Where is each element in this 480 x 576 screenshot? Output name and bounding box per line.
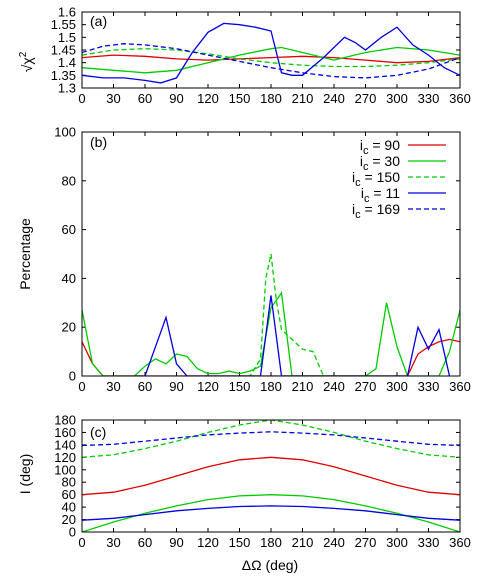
panel-a-xtick-label: 330: [418, 91, 440, 106]
panel-b-ytick-label: 100: [54, 125, 76, 140]
panel-a-xtick-label: 60: [138, 91, 152, 106]
panel-c-xtick-label: 270: [355, 535, 377, 550]
panel-b-series-line-2: [239, 253, 325, 376]
panel-a-series-line-4: [82, 43, 460, 79]
panel-b-xtick-label: 300: [386, 379, 408, 394]
legend-label-0: ic = 90: [360, 137, 400, 157]
panel-a-ytick-label: 1.3: [58, 81, 76, 96]
panel-b-ytick-label: 60: [62, 222, 76, 237]
panel-a-series-line-0: [82, 54, 460, 64]
panel-c-series-line-0: [82, 456, 460, 496]
panel-c-series-line-2: [82, 420, 460, 458]
panel-c-xtick-label: 150: [229, 535, 251, 550]
panel-c-ytick-label: 60: [62, 487, 76, 502]
panel-c-ylabel: I (deg): [17, 454, 33, 494]
panel-a-ytick-label: 1.5: [58, 30, 76, 45]
panel-a-chart: 0 30 60 90 120 150 180 210 240 270 300 330 360 1.31.3…: [18, 5, 471, 107]
panel-a-axes-frame: [81, 11, 461, 89]
panel-c-tag: (c): [90, 424, 106, 440]
panel-a-xtick-label: 180: [260, 91, 282, 106]
panel-b-ytick-label: 40: [62, 271, 76, 286]
panel-a-series-line-3: [82, 22, 460, 84]
panel-c-series-line-4: [82, 431, 460, 447]
panel-a-xtick-label: 120: [197, 91, 219, 106]
panel-b-ytick-label: 80: [62, 173, 76, 188]
panel-c-ytick-label: 80: [62, 475, 76, 490]
panel-c-ytick-label: 20: [62, 512, 76, 527]
panel-c-xtick-label: 120: [197, 535, 219, 550]
panel-a-series-line-2: [82, 48, 460, 68]
panel-c-ytick-label: 100: [54, 462, 76, 477]
legend-label-1: ic = 30: [360, 153, 400, 173]
panel-a-ytick-label: 1.55: [51, 17, 76, 32]
panel-c-ytick-label: 180: [54, 413, 76, 428]
panel-c-chart: 0 30 60 90 120 150 180 210 240 270 300 330 360020406…: [17, 413, 471, 574]
panel-c-xtick-label: 60: [138, 535, 152, 550]
panel-b-xtick-label: 120: [197, 379, 219, 394]
panel-b-xtick-label: 330: [418, 379, 440, 394]
panel-c-ytick-label: 0: [69, 525, 76, 540]
panel-c-series-line-1: [82, 494, 460, 532]
panel-a-xtick-label: 150: [229, 91, 251, 106]
panel-c-ytick-label: 40: [62, 500, 76, 515]
panel-b-xtick-label: 240: [323, 379, 345, 394]
panel-c-xtick-label: 300: [386, 535, 408, 550]
panel-b-xtick-label: 270: [355, 379, 377, 394]
panel-c-xtick-label: 330: [418, 535, 440, 550]
panel-a-xtick-label: 360: [449, 91, 471, 106]
panel-c-xtick-label: 180: [260, 535, 282, 550]
panel-a-ytick-label: 1.6: [58, 5, 76, 20]
panel-c-axes-frame: [81, 419, 461, 533]
panel-c-ytick-label: 160: [54, 425, 76, 440]
panel-a-ylabel: √χ2: [18, 51, 35, 72]
panel-b-xtick-label: 360: [449, 379, 471, 394]
panel-c-series-line-3: [82, 505, 460, 521]
panel-b-xtick-label: 90: [169, 379, 183, 394]
panel-c-xtick-label: 0: [78, 535, 85, 550]
panel-a-xtick-label: 30: [106, 91, 120, 106]
panel-c-xtick-label: 30: [106, 535, 120, 550]
panel-a-ytick-label: 1.45: [51, 43, 76, 58]
panel-a-xtick-label: 210: [292, 91, 314, 106]
legend-label-4: ic = 169: [352, 201, 400, 221]
panel-b-ytick-label: 20: [62, 320, 76, 335]
panel-b-series-line-0: [82, 338, 460, 376]
panel-c-ytick-label: 140: [54, 437, 76, 452]
panel-b-xtick-label: 60: [138, 379, 152, 394]
panel-a-ytick-label: 1.4: [58, 55, 76, 70]
panel-a-ytick-label: 1.35: [51, 68, 76, 83]
panel-b-ytick-label: 0: [69, 369, 76, 384]
panel-c-ytick-label: 120: [54, 450, 76, 465]
legend-label-3: ic = 11: [361, 185, 400, 205]
panel-c-xtick-label: 210: [292, 535, 314, 550]
panel-b-ylabel: Percentage: [17, 218, 33, 290]
panel-b-series-line-3: [134, 295, 451, 376]
panel-c-xtick-label: 360: [449, 535, 471, 550]
panel-a-xtick-label: 300: [386, 91, 408, 106]
panel-b-xtick-label: 30: [106, 379, 120, 394]
panel-a-xtick-label: 90: [169, 91, 183, 106]
legend-label-2: ic = 150: [352, 169, 400, 189]
panel-b-xtick-label: 210: [292, 379, 314, 394]
panel-c-xlabel: ΔΩ (deg): [242, 557, 298, 573]
panel-a-series-line-1: [82, 46, 460, 74]
panel-a-xtick-label: 0: [78, 91, 85, 106]
panel-c-xtick-label: 90: [169, 535, 183, 550]
panel-a-tag: (a): [90, 13, 107, 29]
panel-c-xtick-label: 240: [323, 535, 345, 550]
panel-b-chart: 0 30 60 90 120 150 180 210 240 270 300 330 360 0 20 40 6…: [17, 125, 471, 395]
panel-a-xtick-label: 240: [323, 91, 345, 106]
panel-b-tag: (b): [90, 134, 107, 150]
panel-b-series-line-1: [82, 291, 460, 376]
panel-b-xtick-label: 150: [229, 379, 251, 394]
panel-b-xtick-label: 180: [260, 379, 282, 394]
panel-b-axes-frame: [81, 131, 461, 377]
panel-b-xtick-label: 0: [78, 379, 85, 394]
panel-a-xtick-label: 270: [355, 91, 377, 106]
